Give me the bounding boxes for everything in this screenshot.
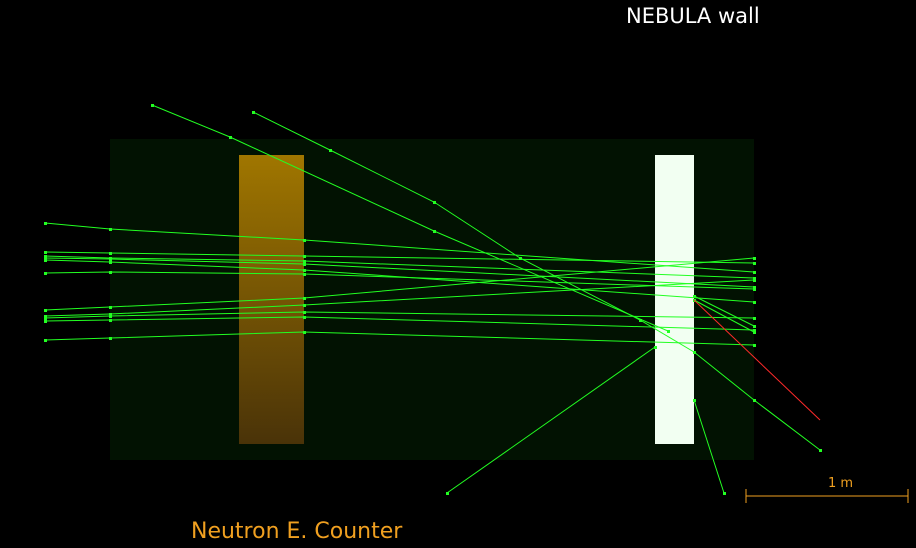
track-hit-point: [654, 346, 657, 349]
track-hit-point: [753, 262, 756, 265]
particle-track: [44, 311, 755, 319]
track-hit-point: [109, 252, 112, 255]
track-hit-point: [44, 257, 47, 260]
track-hit-point: [44, 222, 47, 225]
track-hit-point: [753, 399, 756, 402]
track-hit-point: [303, 269, 306, 272]
detector-region: [110, 139, 754, 460]
particle-track: [252, 111, 821, 451]
nebula-wall-label: NEBULA wall: [626, 4, 760, 28]
track-hit-point: [303, 260, 306, 263]
track-hit-point: [446, 492, 449, 495]
track-hit-point: [433, 230, 436, 233]
particle-track: [446, 346, 656, 494]
track-hit-point: [723, 492, 726, 495]
particle-track: [151, 104, 669, 332]
particle-track: [44, 255, 755, 279]
track-hit-point: [44, 251, 47, 254]
track-hit-point: [753, 331, 756, 334]
track-hit-point: [44, 259, 47, 262]
track-hit-point: [753, 329, 756, 332]
scale-bar: [745, 489, 909, 503]
track-hit-point: [44, 315, 47, 318]
particle-tracks: [44, 104, 821, 494]
track-hit-point: [252, 111, 255, 114]
track-hit-point: [303, 255, 306, 258]
track-hit-point: [753, 325, 756, 328]
track-hit-point: [151, 104, 154, 107]
track-hit-point: [753, 344, 756, 347]
particle-track: [44, 257, 755, 311]
nebula-wall: [655, 155, 694, 444]
particle-track: [44, 251, 755, 264]
track-hit-point: [433, 201, 436, 204]
track-hit-point: [109, 319, 112, 322]
particle-track: [44, 331, 755, 346]
track-hit-point: [667, 330, 670, 333]
track-hit-point: [303, 311, 306, 314]
track-hit-point: [109, 258, 112, 261]
track-hit-point: [44, 317, 47, 320]
particle-track: [693, 399, 725, 494]
track-hit-point: [753, 271, 756, 274]
track-hit-point: [229, 136, 232, 139]
particle-track: [44, 257, 755, 288]
track-hit-point: [109, 306, 112, 309]
scale-label: 1 m: [828, 476, 854, 491]
track-hit-point: [109, 337, 112, 340]
track-hit-point: [693, 399, 696, 402]
track-hit-point: [519, 257, 522, 260]
track-hit-point: [639, 319, 642, 322]
track-hit-point: [753, 301, 756, 304]
track-hit-point: [753, 279, 756, 282]
track-hit-point: [819, 449, 822, 452]
track-hit-point: [303, 263, 306, 266]
track-hit-point: [303, 316, 306, 319]
track-hit-point: [303, 304, 306, 307]
track-hit-point: [44, 339, 47, 342]
track-hit-point: [693, 351, 696, 354]
track-hit-point: [109, 271, 112, 274]
track-hit-point: [303, 273, 306, 276]
track-hit-point: [753, 277, 756, 280]
particle-track: [44, 316, 755, 331]
track-hit-point: [109, 315, 112, 318]
track-hit-point: [303, 239, 306, 242]
track-hit-point: [44, 255, 47, 258]
track-hit-point: [753, 288, 756, 291]
track-hit-point: [329, 149, 332, 152]
track-hit-point: [303, 331, 306, 334]
track-hit-point: [109, 228, 112, 231]
track-hit-point: [753, 286, 756, 289]
track-hit-point: [303, 297, 306, 300]
track-hit-point: [44, 320, 47, 323]
track-hit-point: [109, 261, 112, 264]
particle-track: [44, 271, 755, 290]
track-hit-point: [693, 295, 696, 298]
particle-track: [44, 222, 755, 273]
track-hit-point: [44, 309, 47, 312]
track-hit-point: [44, 272, 47, 275]
secondary-track: [693, 299, 821, 421]
particle-track: [44, 259, 755, 303]
track-hit-point: [753, 257, 756, 260]
neutron-counter-label: Neutron E. Counter: [191, 519, 403, 544]
particle-track: [44, 279, 755, 317]
track-hit-point: [753, 317, 756, 320]
particle-track: [693, 299, 755, 333]
track-points: [44, 104, 822, 495]
track-hit-point: [109, 313, 112, 316]
particle-track: [693, 295, 755, 327]
